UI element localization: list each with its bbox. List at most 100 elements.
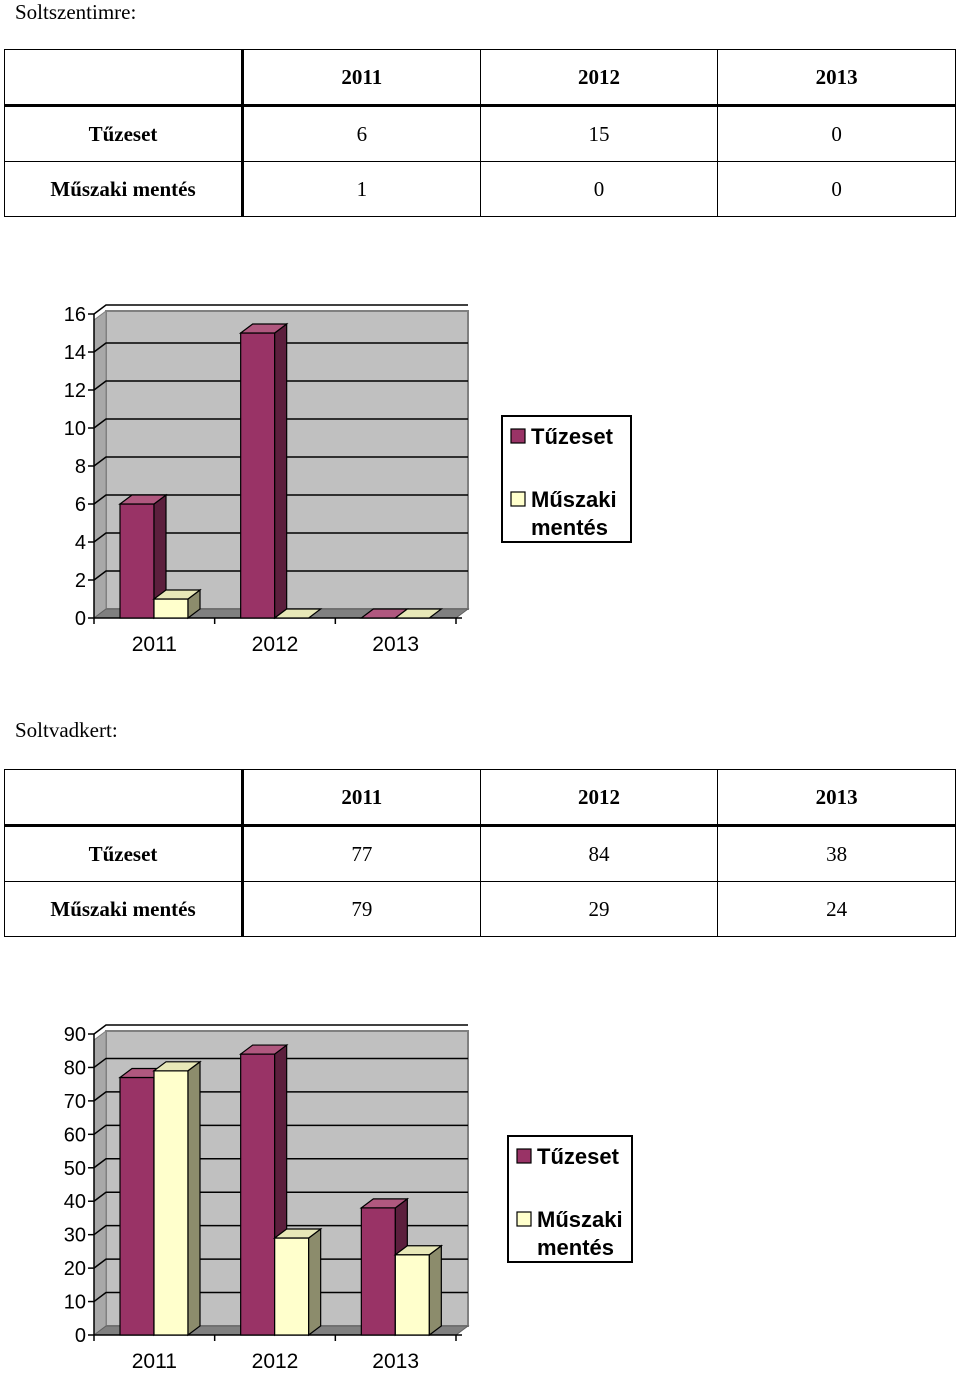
gridline [93,1258,468,1269]
legend-swatch [516,1211,532,1227]
gridline [93,1158,468,1169]
bar [360,1207,396,1336]
table-row: Műszaki mentés 79 29 24 [4,881,956,937]
table-cell: 0 [717,105,956,162]
bar-top [272,1228,323,1239]
legend-label: Műszaki [537,1207,623,1232]
y-tick-label: 14 [64,342,86,364]
bar [274,1237,310,1336]
section-title-soltszentimre: Soltszentimre: [15,0,137,24]
x-tick-label: 2012 [252,633,299,656]
bar-side [428,1244,442,1337]
gridline [93,304,468,315]
header-cell-2012: 2012 [479,49,719,107]
bar-top [359,1198,410,1209]
header-cell-2013: 2013 [717,49,956,107]
bar-side [187,1060,201,1337]
bar [119,503,155,619]
table-row: Tűzeset 77 84 38 [4,825,956,882]
bar [394,1254,430,1336]
bar-top [152,1061,202,1072]
y-tick-label: 16 [64,304,86,326]
y-tick-label: 80 [64,1057,86,1079]
bar-side [308,1227,322,1337]
y-tick-label: 12 [64,380,86,402]
table-row: Tűzeset 6 15 0 [4,105,956,162]
table-cell: 0 [479,161,719,217]
y-tick-label: 10 [64,418,86,440]
bar [153,1070,189,1336]
gridline [93,1024,468,1035]
y-tick-label: 70 [64,1091,86,1113]
legend-label: Műszaki [531,487,617,512]
legend-swatch [516,1148,532,1164]
x-tick-label: 2011 [132,1350,177,1373]
table-soltszentimre: 2011 2012 2013 Tűzeset 6 15 0 Műszaki me… [4,49,956,217]
legend-swatch [510,491,526,507]
y-tick-label: 6 [75,494,86,516]
y-tick-label: 40 [64,1191,86,1213]
table-header-row: 2011 2012 2013 [4,49,956,107]
y-tick-label: 90 [64,1024,86,1046]
y-tick-label: 0 [75,608,86,630]
header-cell-2012: 2012 [479,769,719,827]
table-cell: 79 [242,881,481,937]
row-label-tuzeset: Tűzeset [4,825,244,882]
gridline [93,1057,468,1069]
gridline [93,456,468,467]
table-cell: 38 [717,825,956,882]
gridline [93,380,468,391]
gridline [93,418,468,429]
x-tick-label: 2012 [252,1350,299,1373]
x-tick-label: 2013 [372,633,419,656]
header-corner-cell [4,49,244,107]
bar-top [393,608,444,619]
table-cell: 1 [242,161,481,217]
table-cell: 0 [717,161,956,217]
gridline [93,570,468,581]
table-cell: 77 [242,825,481,882]
legend-swatch [510,428,526,444]
header-cell-2013: 2013 [717,769,956,827]
bar-side [274,322,288,620]
row-label-muszaki-mentes: Műszaki mentés [4,161,244,217]
x-tick-label: 2013 [372,1350,419,1373]
bar [240,1053,276,1336]
y-tick-label: 30 [64,1225,86,1247]
legend-label: mentés [531,515,608,540]
table-header-row: 2011 2012 2013 [4,769,956,827]
x-tick-label: 2011 [132,633,177,656]
plot-left-wall [93,1030,107,1336]
bar-top [272,608,323,619]
legend-label: Tűzeset [537,1144,620,1169]
legend-label: Tűzeset [531,424,614,449]
y-tick-label: 0 [75,1325,86,1347]
bar-chart-soltszentimre: 0 2 4 6 8 10 12 14 16 2011 2012 2013 Tűzeset Műszaki m… [64,304,632,656]
gridline [93,342,468,353]
row-label-tuzeset: Tűzeset [4,105,244,162]
table-cell: 84 [479,825,719,882]
bar-top [238,1044,289,1055]
gridline [93,1191,468,1202]
y-tick-label: 8 [75,456,86,478]
bar-top [393,1245,444,1256]
bar [240,332,276,619]
gridline [93,1124,468,1135]
y-tick-label: 4 [75,532,86,554]
y-tick-label: 10 [64,1292,86,1314]
table-cell: 29 [479,881,719,937]
bar-top [118,494,168,505]
bar [119,1076,155,1336]
y-tick-label: 2 [75,570,86,592]
gridline [93,1091,468,1102]
gridline [93,1291,468,1303]
y-tick-label: 20 [64,1258,86,1280]
y-tick-label: 60 [64,1124,86,1146]
legend-label: mentés [537,1235,614,1260]
gridline [93,1224,468,1236]
header-cell-2011: 2011 [242,769,481,827]
row-label-muszaki-mentes: Műszaki mentés [4,881,244,937]
table-cell: 6 [242,105,481,162]
bar-chart-soltvadkert: 0 10 20 30 40 50 60 70 80 90 2011 2012 2013 Tűzeset Mű… [64,1024,633,1373]
gridline [93,494,468,505]
